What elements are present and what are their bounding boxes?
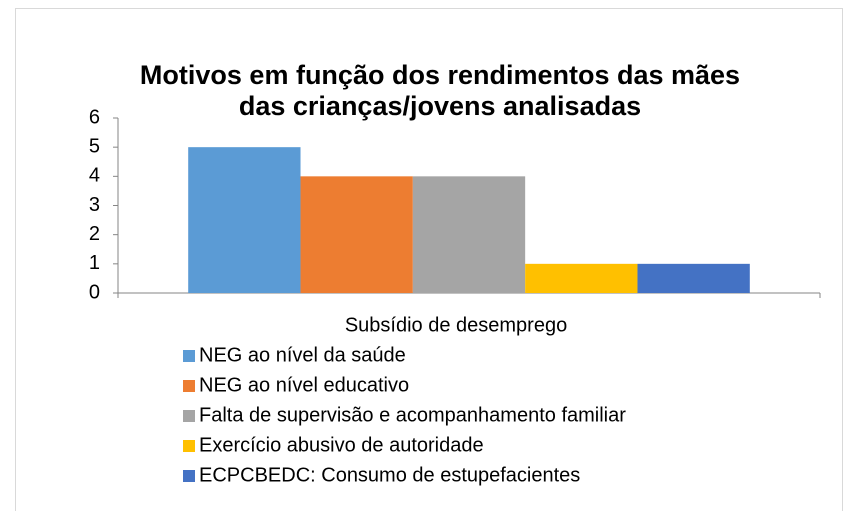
bar — [188, 147, 301, 293]
chart-title: Motivos em função dos rendimentos das mã… — [139, 60, 741, 121]
legend-label: ECPCBEDC: Consumo de estupefacientes — [199, 464, 580, 486]
bar — [300, 176, 413, 293]
y-tick-label: 3 — [89, 194, 100, 216]
x-tick-label: Subsídio de desemprego — [345, 314, 567, 336]
legend-swatch — [183, 350, 195, 362]
y-tick-label: 6 — [89, 106, 100, 128]
legend-label: Falta de supervisão e acompanhamento fam… — [199, 404, 626, 426]
bar — [412, 176, 526, 293]
legend-label: Exercício abusivo de autoridade — [199, 434, 484, 456]
y-tick-label: 1 — [89, 252, 100, 274]
y-tick-label: 4 — [89, 165, 100, 187]
bar — [637, 263, 750, 293]
y-tick-label: 5 — [89, 135, 100, 157]
y-tick-label: 0 — [89, 281, 100, 303]
legend-label: NEG ao nível da saúde — [199, 344, 406, 366]
y-tick-label: 2 — [89, 223, 100, 245]
legend-swatch — [183, 410, 195, 422]
legend-swatch — [183, 440, 195, 452]
bar — [525, 263, 638, 293]
legend-label: NEG ao nível educativo — [199, 374, 409, 396]
legend-swatch — [183, 470, 195, 482]
legend-swatch — [183, 380, 195, 392]
chart-border — [15, 8, 843, 511]
